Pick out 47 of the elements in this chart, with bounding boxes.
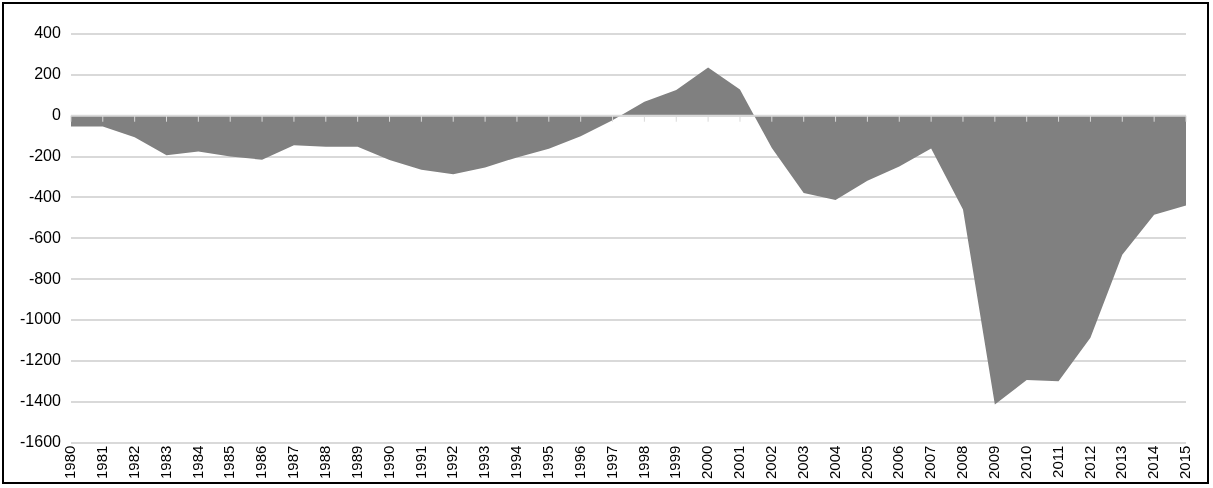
x-tick-label: 2008: [953, 445, 971, 480]
x-tick-label: 1992: [443, 445, 461, 480]
x-tick-label: 1983: [156, 445, 174, 480]
x-tick-label: 1995: [538, 445, 556, 480]
y-tick-label: -1000: [20, 310, 62, 328]
y-tick-label: -800: [28, 269, 62, 287]
x-tick-label: 1997: [602, 445, 620, 480]
y-tick-label: -1400: [20, 392, 62, 410]
x-tick-label: 2003: [793, 445, 811, 480]
y-tick-label: 200: [34, 65, 62, 83]
y-tick-label: -200: [28, 147, 62, 164]
x-tick-label: 2005: [857, 445, 875, 480]
x-tick-label: 2009: [984, 445, 1002, 480]
x-tick-label: 2006: [889, 445, 907, 480]
x-tick-label: 1982: [124, 445, 142, 480]
x-tick-label: 1985: [220, 445, 238, 480]
x-tick-label: 1996: [570, 445, 588, 480]
x-tick-label: 2014: [1144, 445, 1162, 480]
x-tick-label: 1980: [61, 445, 79, 480]
y-tick-label: 400: [34, 24, 62, 42]
x-tick-label: 1998: [634, 445, 652, 480]
x-tick-label: 1993: [475, 445, 493, 480]
x-tick-label: 1984: [188, 445, 206, 480]
x-tick-label: 2002: [761, 445, 779, 480]
y-tick-label: -400: [28, 187, 62, 205]
x-tick-label: 2010: [1016, 445, 1034, 480]
x-tick-label: 2000: [698, 445, 716, 480]
x-tick-label: 1990: [379, 445, 397, 480]
x-tick-label: 1989: [347, 445, 365, 480]
x-tick-label: 2013: [1112, 445, 1130, 480]
y-tick-label: -1600: [20, 433, 62, 451]
x-tick-label: 2001: [730, 445, 748, 480]
x-tick-label: 2011: [1048, 445, 1066, 478]
x-tick-label: 1987: [284, 445, 302, 480]
x-tick-label: 2007: [921, 445, 939, 480]
y-tick-label: -600: [28, 228, 62, 246]
x-tick-label: 1986: [252, 445, 270, 480]
y-tick-label: 0: [52, 106, 62, 124]
x-tick-label: 2004: [825, 445, 843, 480]
x-tick-label: 1999: [666, 445, 684, 480]
y-tick-label: -1200: [20, 351, 62, 369]
x-tick-label: 1994: [507, 445, 525, 480]
x-tick-label: 2015: [1176, 445, 1194, 480]
x-tick-label: 1988: [315, 445, 333, 480]
x-tick-label: 1981: [92, 445, 110, 480]
x-tick-label: 1991: [411, 445, 429, 480]
x-tick-label: 2012: [1080, 445, 1098, 480]
